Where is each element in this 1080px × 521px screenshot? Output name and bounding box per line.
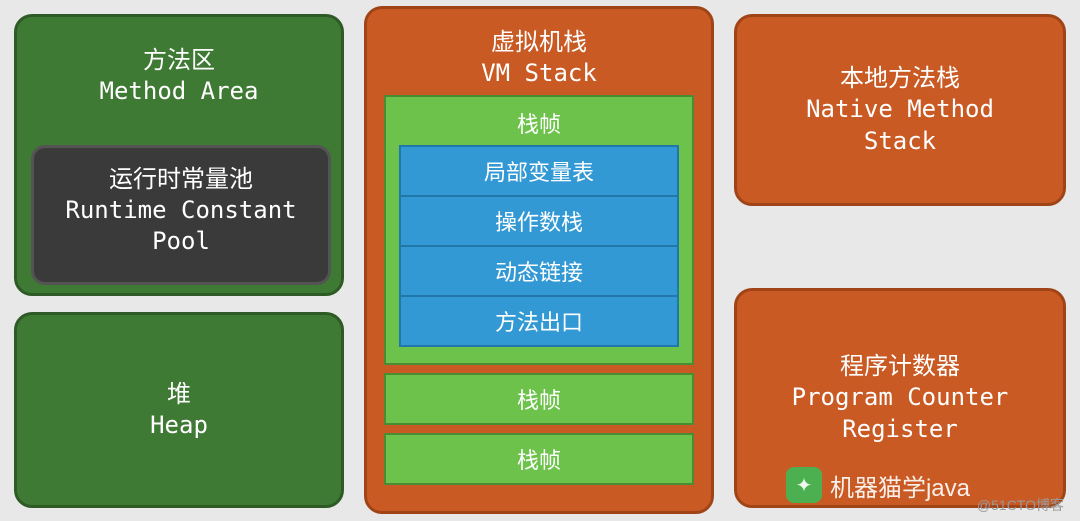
stack-frame-label: 栈帧: [517, 449, 561, 474]
stack-frame-label: 栈帧: [517, 389, 561, 414]
frame-item: 操作数栈: [401, 195, 677, 245]
native-stack-title-en-1: Native Method: [806, 94, 994, 125]
rcp-title-cn: 运行时常量池: [109, 164, 253, 195]
native-method-stack-box: 本地方法栈 Native Method Stack: [734, 14, 1066, 206]
rcp-title-en-2: Pool: [152, 226, 210, 257]
frame-item: 方法出口: [401, 295, 677, 345]
pc-register-title-en-1: Program Counter: [792, 382, 1009, 413]
heap-title-cn: 堆: [167, 379, 191, 410]
watermark-text: 机器猫学java: [830, 468, 970, 503]
pc-register-title-cn: 程序计数器: [840, 351, 960, 382]
watermark: ✦ 机器猫学java: [786, 467, 970, 503]
stack-frame-label: 栈帧: [386, 103, 692, 145]
heap-title-en: Heap: [150, 410, 208, 441]
native-stack-title-cn: 本地方法栈: [840, 63, 960, 94]
wechat-icon: ✦: [786, 467, 822, 503]
method-area-title-en: Method Area: [100, 76, 259, 107]
pc-register-title-en-2: Register: [842, 414, 958, 445]
heap-box: 堆 Heap: [14, 312, 344, 508]
vm-stack-title-cn: 虚拟机栈: [491, 27, 587, 58]
native-stack-title-en-2: Stack: [864, 126, 936, 157]
stack-frame-inner: 局部变量表 操作数栈 动态链接 方法出口: [399, 145, 679, 347]
stack-frame-expanded: 栈帧 局部变量表 操作数栈 动态链接 方法出口: [384, 95, 694, 365]
frame-item: 局部变量表: [401, 147, 677, 195]
stack-frame-collapsed: 栈帧: [384, 433, 694, 485]
runtime-constant-pool-box: 运行时常量池 Runtime Constant Pool: [31, 145, 331, 285]
vm-stack-title-en: VM Stack: [481, 58, 597, 89]
method-area-box: 方法区 Method Area 运行时常量池 Runtime Constant …: [14, 14, 344, 296]
rcp-title-en-1: Runtime Constant: [65, 195, 296, 226]
frame-item: 动态链接: [401, 245, 677, 295]
stack-frame-collapsed: 栈帧: [384, 373, 694, 425]
vm-stack-box: 虚拟机栈 VM Stack 栈帧 局部变量表 操作数栈 动态链接 方法出口 栈帧…: [364, 6, 714, 514]
method-area-title-cn: 方法区: [143, 45, 215, 76]
footer-watermark: @51CTO博客: [977, 495, 1064, 515]
